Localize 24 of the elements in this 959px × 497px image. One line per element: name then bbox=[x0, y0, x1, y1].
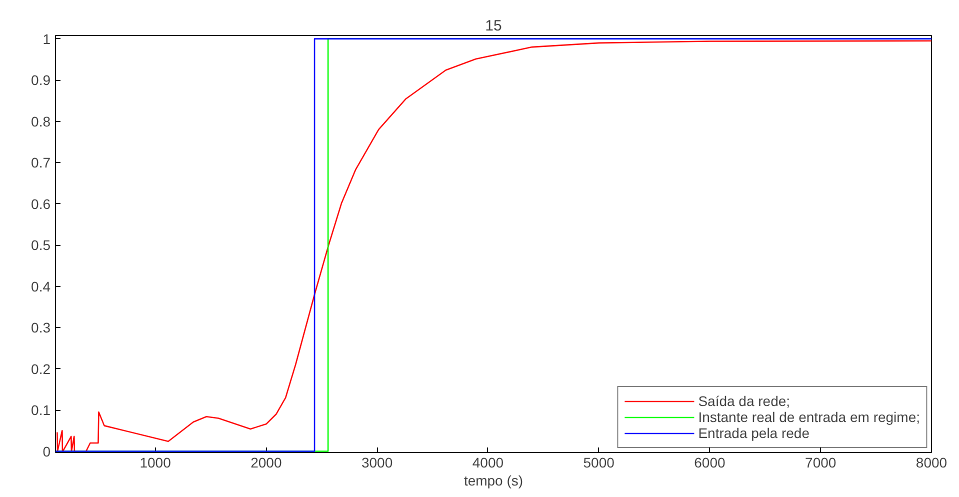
x-tick-label: 8000 bbox=[916, 454, 948, 470]
chart-title: 15 bbox=[485, 18, 502, 34]
y-tick-label: 0.7 bbox=[31, 154, 51, 171]
x-tick-label: 7000 bbox=[805, 454, 836, 470]
legend-label: Entrada pela rede bbox=[698, 425, 810, 441]
legend-label: Instante real de entrada em regime; bbox=[698, 409, 920, 425]
y-tick-label: 0.1 bbox=[31, 402, 51, 418]
y-tick-label: 1 bbox=[42, 30, 51, 47]
x-tick-label: 1000 bbox=[140, 454, 172, 470]
x-tick-label: 3000 bbox=[361, 454, 393, 470]
x-tick-label: 2000 bbox=[250, 454, 282, 470]
x-axis-title: tempo (s) bbox=[464, 472, 524, 488]
y-tick-label: 0.2 bbox=[31, 360, 51, 377]
y-tick-label: 0.8 bbox=[31, 113, 51, 130]
y-tick-label: 0 bbox=[42, 443, 51, 460]
legend-label: Saída da rede; bbox=[698, 393, 790, 409]
y-tick-label: 0.5 bbox=[31, 237, 51, 254]
x-tick-label: 4000 bbox=[472, 454, 504, 470]
y-tick-label: 0.9 bbox=[31, 72, 51, 88]
x-tick-label: 5000 bbox=[583, 454, 615, 470]
y-tick-label: 0.4 bbox=[31, 278, 51, 294]
y-tick-label: 0.3 bbox=[31, 320, 51, 336]
x-tick-label: 6000 bbox=[694, 454, 726, 470]
y-tick-label: 0.6 bbox=[31, 196, 51, 212]
